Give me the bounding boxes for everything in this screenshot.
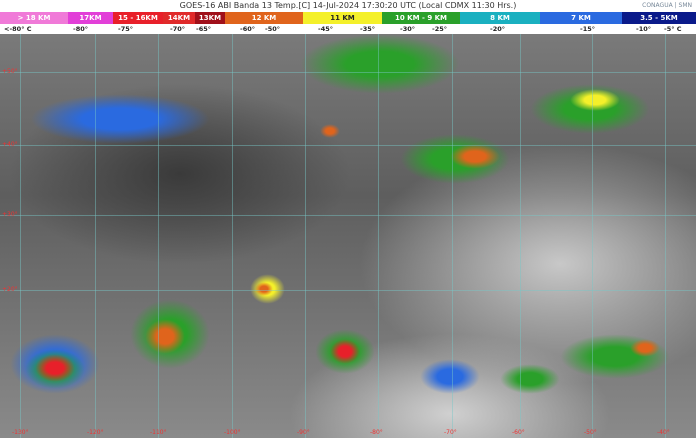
- image-title: GOES-16 ABI Banda 13 Temp.[C] 14-Jul-202…: [0, 0, 696, 12]
- temperature-label: -10°: [636, 25, 651, 33]
- longitude-label: -130°: [12, 429, 29, 436]
- cloud-cluster: [300, 34, 460, 94]
- latitude-label: +30°: [2, 211, 18, 218]
- legend-segment: 17KM: [68, 12, 113, 24]
- legend-segment: 3.5 - 5KM: [622, 12, 696, 24]
- cloud-cluster: [630, 339, 660, 357]
- temperature-label: -80°: [73, 25, 88, 33]
- longitude-label: -120°: [87, 429, 104, 436]
- cloud-cluster: [320, 124, 340, 138]
- legend-segment: 10 KM - 9 KM: [382, 12, 460, 24]
- longitude-label: -100°: [224, 429, 241, 436]
- latitude-label: +50°: [2, 68, 18, 75]
- legend-segment: 7 KM: [540, 12, 622, 24]
- temperature-label: -25°: [432, 25, 447, 33]
- title-text: GOES-16 ABI Banda 13 Temp.[C] 14-Jul-202…: [179, 1, 517, 10]
- temperature-label: -5° C: [664, 25, 682, 33]
- agency-logos: CONAGUA | SMN: [642, 2, 692, 9]
- legend-segment: 12 KM: [225, 12, 303, 24]
- latitude-label: +40°: [2, 141, 18, 148]
- temperature-label: -60°: [240, 25, 255, 33]
- temperature-label: -65°: [196, 25, 211, 33]
- longitude-gridline: [592, 34, 593, 438]
- latitude-gridline: [0, 145, 696, 146]
- longitude-gridline: [452, 34, 453, 438]
- longitude-label: -40°: [657, 429, 670, 436]
- longitude-label: -50°: [584, 429, 597, 436]
- longitude-gridline: [20, 34, 21, 438]
- latitude-gridline: [0, 72, 696, 73]
- longitude-label: -90°: [297, 429, 310, 436]
- cloud-cluster: [330, 339, 360, 364]
- temperature-label: -15°: [580, 25, 595, 33]
- cloud-cluster: [145, 319, 185, 354]
- longitude-gridline: [232, 34, 233, 438]
- longitude-gridline: [665, 34, 666, 438]
- longitude-gridline: [378, 34, 379, 438]
- longitude-label: -70°: [444, 429, 457, 436]
- legend-segment: 11 KM: [303, 12, 382, 24]
- legend-segment: 13KM: [195, 12, 225, 24]
- longitude-label: -110°: [150, 429, 167, 436]
- cloud-cluster: [35, 354, 75, 382]
- cloud-cluster: [30, 94, 210, 144]
- temperature-label: -35°: [360, 25, 375, 33]
- longitude-gridline: [305, 34, 306, 438]
- legend-segment: 8 KM: [460, 12, 540, 24]
- latitude-gridline: [0, 215, 696, 216]
- cloud-cluster: [420, 359, 480, 394]
- cloud-cluster: [450, 144, 500, 169]
- temperature-label: -50°: [265, 25, 280, 33]
- temperature-scale: <-80° C -80° -75° -70° -65° -60° -50° -45° -35° -…: [0, 24, 696, 34]
- longitude-label: -60°: [512, 429, 525, 436]
- legend-segment: 15 - 16KM: [113, 12, 163, 24]
- satellite-image[interactable]: +50° +40° +30° +20° -130° -120° -110° -100° -90°…: [0, 34, 696, 438]
- latitude-gridline: [0, 290, 696, 291]
- longitude-gridline: [95, 34, 96, 438]
- longitude-gridline: [520, 34, 521, 438]
- temperature-label: -45°: [318, 25, 333, 33]
- cloud-cluster: [500, 364, 560, 394]
- temperature-label: <-80° C: [4, 25, 32, 33]
- longitude-label: -80°: [370, 429, 383, 436]
- temperature-label: -20°: [490, 25, 505, 33]
- temperature-label: -30°: [400, 25, 415, 33]
- temperature-label: -70°: [170, 25, 185, 33]
- legend-segment: > 18 KM: [0, 12, 68, 24]
- color-legend: > 18 KM 17KM 15 - 16KM 14KM 13KM 12 KM 11 KM 10…: [0, 12, 696, 24]
- cloud-cluster: [255, 282, 273, 296]
- legend-segment: 14KM: [163, 12, 195, 24]
- longitude-gridline: [158, 34, 159, 438]
- temperature-label: -75°: [118, 25, 133, 33]
- latitude-label: +20°: [2, 286, 18, 293]
- cloud-cluster: [570, 89, 620, 111]
